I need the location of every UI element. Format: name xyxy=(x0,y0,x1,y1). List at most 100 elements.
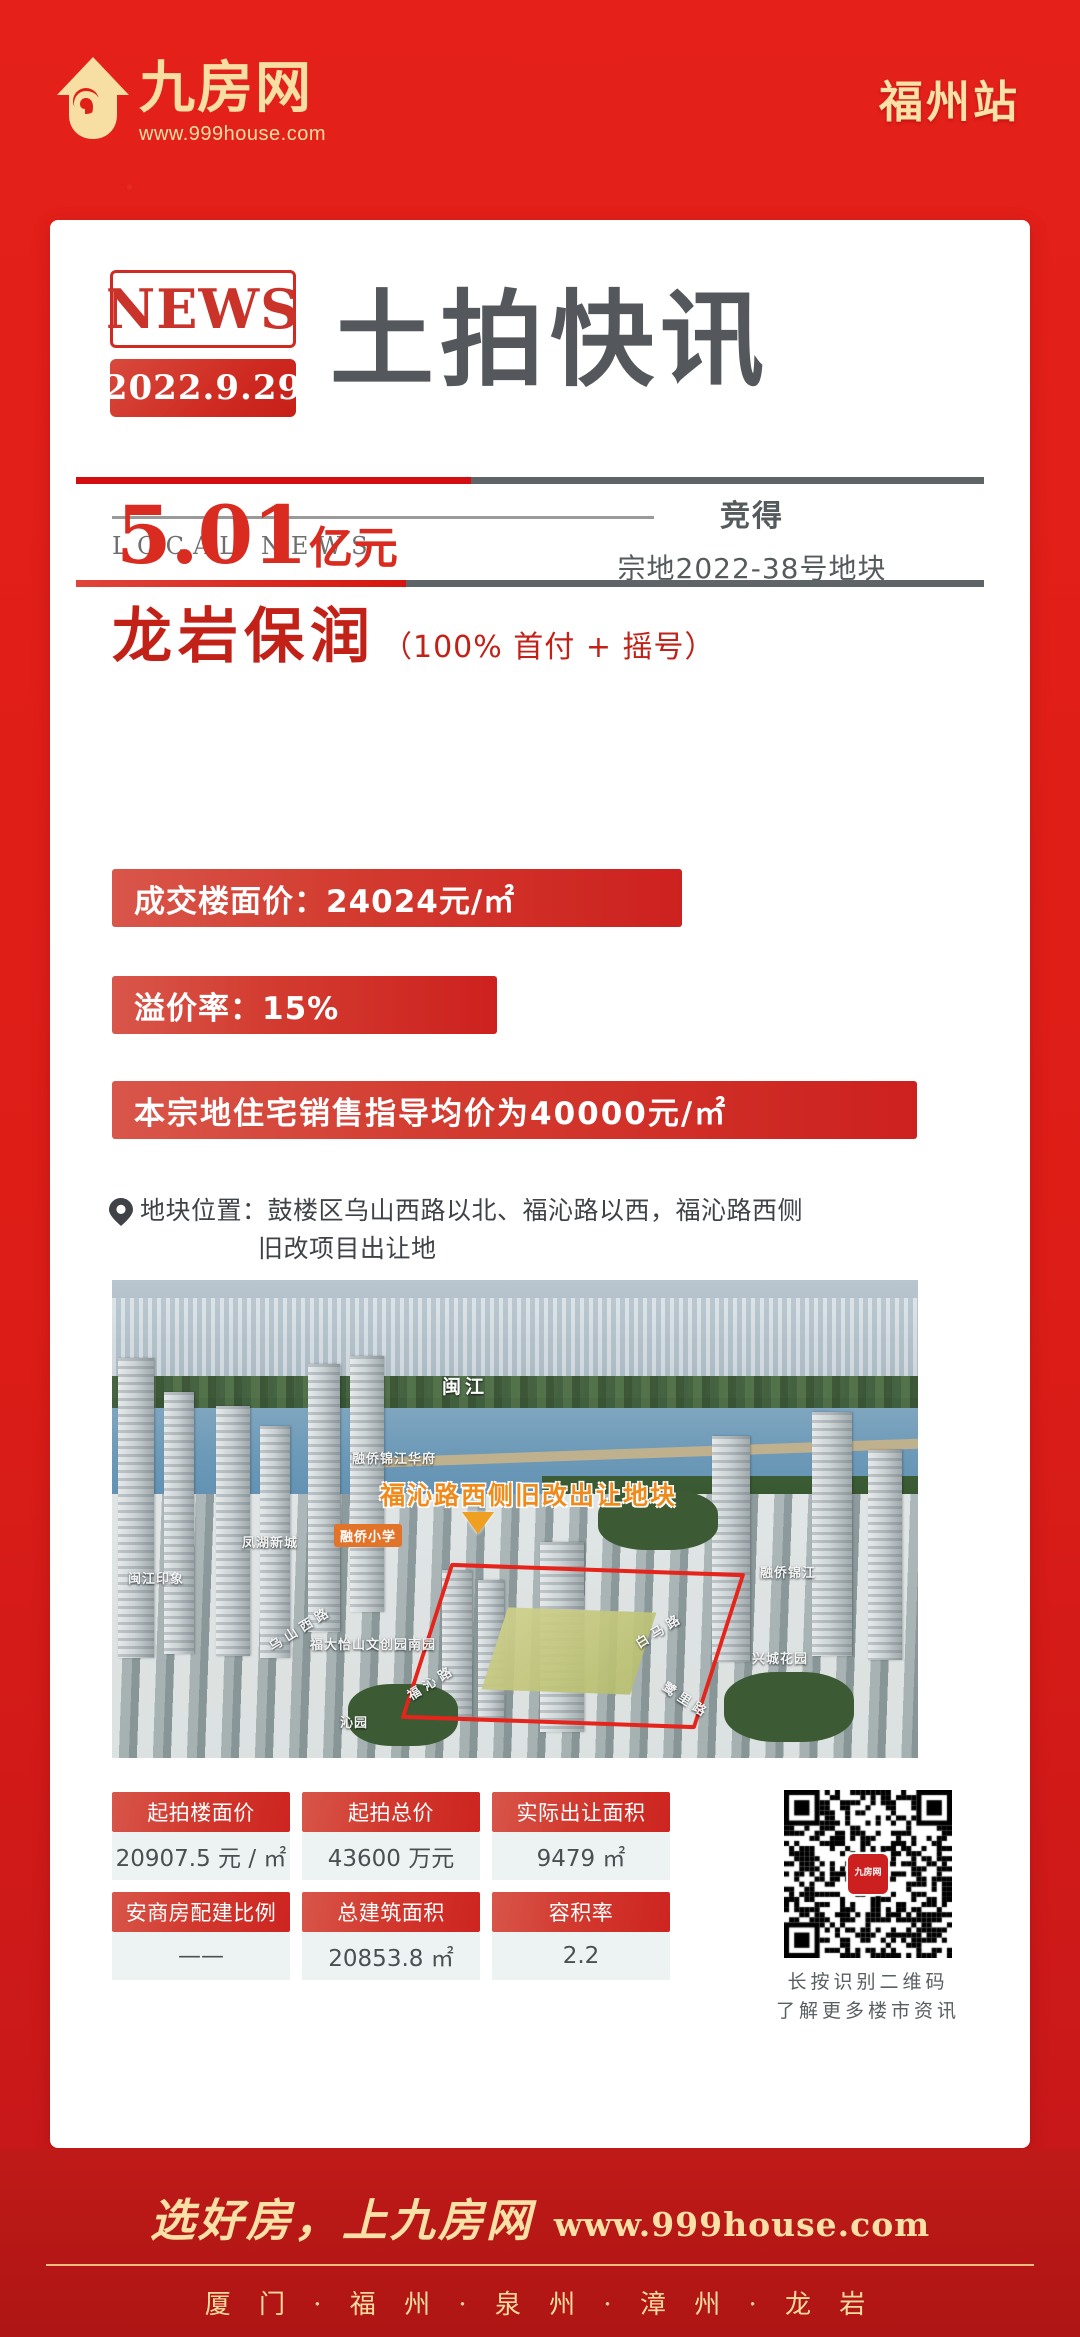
map-pin-icon xyxy=(109,1198,133,1226)
qr-center-logo: 九房网 xyxy=(848,1854,888,1894)
divider-red-segment xyxy=(76,580,406,587)
photo-tower xyxy=(164,1392,194,1654)
footer-slogan: 选好房，上九房网 xyxy=(149,2194,534,2247)
photo-label: 融侨锦江 xyxy=(760,1566,817,1581)
stats-cell-value-box: 2.2 xyxy=(492,1932,670,1980)
poster-header: 九房网 www.999house.com 福州站 xyxy=(0,0,1080,220)
stats-cell: 容积率 2.2 xyxy=(492,1892,670,1980)
stats-cell-header: 安商房配建比例 xyxy=(112,1892,290,1932)
location-row: 地块位置：鼓楼区乌山西路以北、福沁路以西，福沁路西侧 旧改项目出让地 xyxy=(108,1192,968,1267)
stats-cell-value: 20853.8 ㎡ xyxy=(328,1946,454,1972)
price-result-group: 竞得 宗地2022-38号地块 xyxy=(542,491,962,587)
divider-grey-segment xyxy=(471,477,984,484)
photo-label: 融侨锦江华府 xyxy=(352,1452,437,1467)
footer-divider xyxy=(46,2264,1034,2266)
stats-cell-label: 实际出让面积 xyxy=(516,1801,646,1825)
stats-cell-label: 起拍总价 xyxy=(348,1801,434,1825)
photo-tower xyxy=(812,1412,852,1656)
content-card: NEWS 2022.9.29 土拍快讯 LOCAL NEWS 龙岩保润 （100… xyxy=(50,220,1030,2148)
stats-cell-value: —— xyxy=(178,1943,224,1969)
info-bar-text: 溢价率：15% xyxy=(134,990,340,1027)
photo-label: 沁园 xyxy=(340,1716,369,1731)
photo-label: 闽江 xyxy=(442,1376,489,1398)
qr-code[interactable]: 九房网 xyxy=(784,1790,952,1958)
stats-cell: 起拍总价 43600 万元 xyxy=(302,1792,480,1880)
news-date-label: 2022.9.29 xyxy=(103,368,303,408)
stats-cell-value-box: 20853.8 ㎡ xyxy=(302,1932,480,1980)
stats-row: 起拍楼面价 20907.5 元 / ㎡ 起拍总价 43600 万元 实际出让面积 9479… xyxy=(112,1792,672,1880)
price-unit: 亿元 xyxy=(308,523,399,574)
headline: 龙岩保润 （100% 首付 + 摇号） xyxy=(112,588,716,675)
stats-cell-value: 2.2 xyxy=(562,1943,600,1969)
stats-cell-header: 起拍总价 xyxy=(302,1792,480,1832)
plot-area-fill xyxy=(481,1607,657,1695)
stats-cell: 实际出让面积 9479 ㎡ xyxy=(492,1792,670,1880)
photo-tower xyxy=(260,1426,290,1658)
photo-label: 兴城花园 xyxy=(752,1652,809,1667)
footer-main: 选好房，上九房网 www.999house.com xyxy=(0,2184,1080,2249)
stats-cell: 安商房配建比例 —— xyxy=(112,1892,290,1980)
info-bar-guide-price: 本宗地住宅销售指导均价为40000元/㎡ xyxy=(112,1081,917,1139)
stats-cell-header: 实际出让面积 xyxy=(492,1792,670,1832)
stats-cell: 总建筑面积 20853.8 ㎡ xyxy=(302,1892,480,1980)
photo-vegetation xyxy=(348,1684,458,1746)
stats-cell-header: 总建筑面积 xyxy=(302,1892,480,1932)
info-bar-premium-rate: 溢价率：15% xyxy=(112,976,497,1034)
headline-main: 龙岩保润 xyxy=(112,602,376,672)
stats-cell-value-box: 9479 ㎡ xyxy=(492,1832,670,1880)
photo-label: 闽江印象 xyxy=(128,1572,185,1587)
location-text: 地块位置：鼓楼区乌山西路以北、福沁路以西，福沁路西侧 旧改项目出让地 xyxy=(140,1192,803,1267)
photo-tower xyxy=(350,1356,384,1612)
photo-tower xyxy=(712,1436,750,1662)
price-amount-group: 5.01 亿元 xyxy=(116,495,399,576)
photo-tower xyxy=(308,1364,340,1632)
info-bar-text: 本宗地住宅销售指导均价为40000元/㎡ xyxy=(134,1095,728,1132)
aerial-photo: 福沁路西侧旧改出让地块 闽江 融侨锦江华府 凤湖新城 闽江印象 融侨小学 融侨锦江 乌山西路… xyxy=(112,1280,918,1758)
footer-url: www.999house.com xyxy=(553,2205,931,2244)
price-block: 5.01 亿元 竞得 宗地2022-38号地块 xyxy=(76,477,984,587)
qr-caption-line-1: 长按识别二维码 xyxy=(787,1971,949,1993)
headline-sub: （100% 首付 + 摇号） xyxy=(382,630,716,665)
location-line-2: 旧改项目出让地 xyxy=(258,1233,437,1263)
parcel-code: 宗地2022-38号地块 xyxy=(617,552,887,585)
divider-red-segment xyxy=(76,477,471,484)
stats-cell-header: 起拍楼面价 xyxy=(112,1792,290,1832)
stats-cell-value-box: 20907.5 元 / ㎡ xyxy=(112,1832,290,1880)
qr-caption: 长按识别二维码 了解更多楼市资讯 xyxy=(768,1968,968,2025)
price-divider-bottom xyxy=(76,580,984,587)
brand-name: 九房网 xyxy=(139,56,313,121)
title-divider xyxy=(112,516,654,519)
stats-cell-value: 43600 万元 xyxy=(327,1846,455,1872)
plot-arrow-icon xyxy=(462,1512,494,1534)
photo-vegetation xyxy=(598,1490,718,1550)
stats-cell: 起拍楼面价 20907.5 元 / ㎡ xyxy=(112,1792,290,1880)
divider-grey-segment xyxy=(406,580,984,587)
news-badge: NEWS xyxy=(106,270,299,348)
news-badges: NEWS 2022.9.29 xyxy=(104,270,301,417)
news-badge-label: NEWS xyxy=(105,277,301,341)
stats-cell-value-box: —— xyxy=(112,1932,290,1980)
photo-vegetation xyxy=(724,1672,854,1742)
photo-label: 福大怡山文创园南园 xyxy=(310,1638,437,1653)
plot-label: 福沁路西侧旧改出让地块 xyxy=(380,1481,678,1510)
stats-cell-label: 容积率 xyxy=(548,1901,614,1925)
news-title-block: NEWS 2022.9.29 土拍快讯 xyxy=(104,270,770,417)
news-date-badge: 2022.9.29 xyxy=(104,359,301,417)
photo-tower xyxy=(118,1358,154,1658)
qr-block: 九房网 长按识别二维码 了解更多楼市资讯 xyxy=(768,1790,968,2025)
location-line-1: 地块位置：鼓楼区乌山西路以北、福沁路以西，福沁路西侧 xyxy=(140,1196,804,1225)
stats-cell-value: 9479 ㎡ xyxy=(536,1846,626,1872)
info-bar-text: 成交楼面价：24024元/㎡ xyxy=(134,883,516,920)
footer-cities: 厦 门 · 福 州 · 泉 州 · 漳 州 · 龙 岩 xyxy=(204,2290,876,2320)
stats-cell-header: 容积率 xyxy=(492,1892,670,1932)
brand-logo[interactable]: 九房网 www.999house.com xyxy=(55,55,326,146)
qr-caption-line-2: 了解更多楼市资讯 xyxy=(775,1999,960,2022)
stats-table: 起拍楼面价 20907.5 元 / ㎡ 起拍总价 43600 万元 实际出让面积 9479… xyxy=(112,1792,672,1992)
stats-cell-value-box: 43600 万元 xyxy=(302,1832,480,1880)
stats-cell-label: 总建筑面积 xyxy=(337,1901,445,1925)
stats-cell-value: 20907.5 元 / ㎡ xyxy=(115,1846,287,1872)
photo-label: 融侨小学 xyxy=(334,1524,403,1547)
brand-url: www.999house.com xyxy=(139,123,326,145)
price-divider-top xyxy=(76,477,984,484)
house-logo-icon xyxy=(57,57,129,139)
